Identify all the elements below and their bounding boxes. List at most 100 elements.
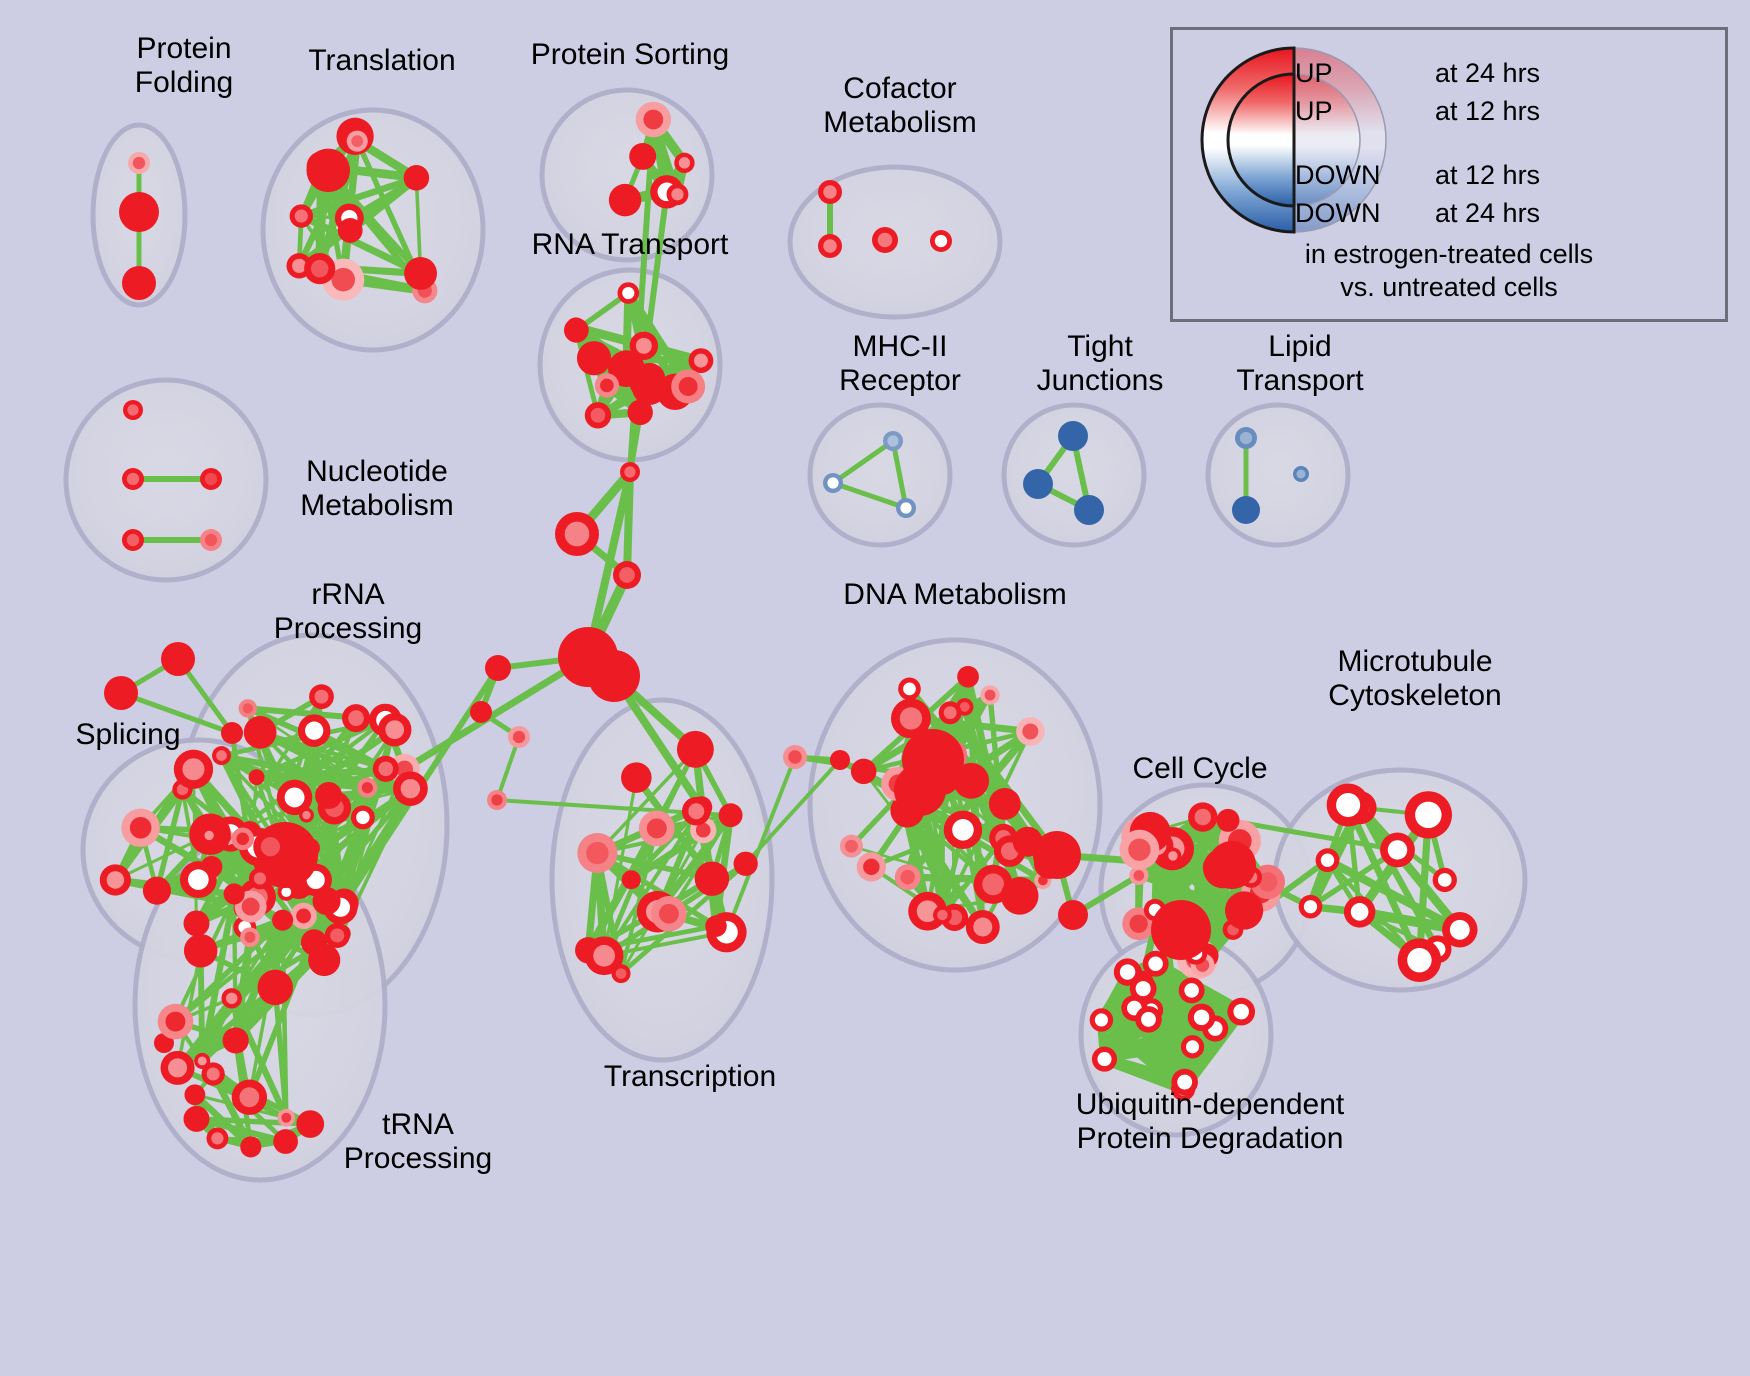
gene-set-node-157 (938, 701, 962, 725)
gene-set-node-101 (253, 829, 288, 864)
gene-set-node-52 (200, 468, 222, 490)
overlap-edge (272, 987, 289, 1118)
gene-set-node-116 (222, 1027, 249, 1054)
gene-set-node-235 (1187, 1003, 1216, 1032)
overlap-edge (862, 770, 984, 928)
gene-set-node-237 (555, 512, 599, 556)
overlap-edge (1153, 845, 1187, 1090)
gene-set-node-39 (671, 369, 706, 404)
gene-set-node-130 (184, 1084, 206, 1106)
legend-state-down-24: DOWN (1295, 198, 1381, 228)
gene-set-node-166 (988, 787, 1021, 820)
gene-set-node-115 (324, 922, 350, 949)
gene-set-node-138 (621, 762, 652, 793)
overlap-edge (198, 893, 238, 1062)
overlap-edge (120, 690, 233, 736)
overlap-edge (247, 919, 285, 1098)
legend-caption: in estrogen-treated cells vs. untreated … (1173, 238, 1725, 304)
gene-set-node-143 (611, 964, 631, 984)
legend-time-up-12: at 12 hrs (1435, 96, 1541, 126)
overlap-edge (175, 985, 278, 1071)
gene-set-node-72 (243, 715, 277, 749)
legend-time-down-12: at 12 hrs (1435, 160, 1541, 190)
gene-set-node-167 (965, 910, 1000, 945)
overlap-edge (1325, 856, 1462, 934)
gene-set-node-45 (1023, 469, 1053, 499)
gene-set-node-126 (273, 1129, 298, 1154)
gene-set-node-207 (1151, 900, 1211, 960)
gene-set-node-209 (1298, 894, 1323, 919)
gene-set-node-232 (1227, 997, 1256, 1026)
overlap-edge (744, 758, 842, 866)
gene-set-node-82 (309, 684, 334, 710)
gene-set-node-225 (1180, 1035, 1205, 1059)
gene-set-node-99 (183, 910, 210, 937)
gene-set-node-42 (823, 473, 843, 493)
gene-set-node-26 (627, 399, 653, 426)
gene-set-node-68 (393, 771, 428, 806)
gene-set-node-162 (943, 810, 983, 850)
gene-set-node-105 (142, 876, 171, 905)
gene-set-node-1 (119, 192, 159, 232)
gene-set-node-17 (674, 152, 695, 174)
overlap-edge (610, 673, 705, 810)
gene-set-node-179 (1016, 717, 1045, 746)
overlap-edge (890, 440, 909, 509)
gene-set-node-98 (99, 864, 131, 896)
gene-set-node-178 (953, 762, 990, 799)
gene-set-node-100 (248, 867, 271, 890)
gene-set-node-155 (894, 864, 921, 891)
gene-set-node-75 (357, 777, 378, 798)
gene-set-node-8 (289, 204, 313, 228)
gene-set-node-114 (160, 1050, 195, 1085)
legend-state-up-24: UP (1295, 58, 1333, 88)
gene-set-node-31 (688, 348, 714, 374)
gene-set-node-220 (1178, 977, 1205, 1004)
gene-set-node-213 (1432, 867, 1457, 893)
gene-set-node-240 (588, 650, 640, 702)
gene-set-node-247 (1033, 831, 1081, 879)
gene-set-node-66 (377, 712, 412, 747)
gene-set-node-30 (629, 331, 659, 361)
gene-set-node-206 (1208, 841, 1256, 889)
overlap-edge (584, 471, 634, 658)
overlap-edge (1227, 817, 1398, 853)
gene-set-node-96 (121, 808, 160, 848)
gene-set-node-40 (594, 373, 620, 398)
gene-set-node-97 (231, 827, 255, 851)
gene-set-node-81 (238, 699, 257, 718)
gene-set-node-149 (577, 833, 618, 874)
gene-set-node-5 (403, 165, 430, 191)
overlap-edge (175, 950, 203, 1069)
gene-set-node-177 (1000, 877, 1039, 915)
overlap-edge (193, 837, 246, 925)
gene-set-node-112 (221, 988, 242, 1009)
gene-set-node-218 (1326, 783, 1370, 827)
gene-set-node-159 (957, 665, 979, 688)
gene-set-node-107 (161, 642, 195, 676)
gene-set-node-215 (1343, 896, 1376, 928)
gene-set-node-163 (980, 685, 1000, 705)
gene-set-node-246 (830, 750, 850, 770)
gene-set-node-243 (508, 726, 530, 748)
gene-set-node-46 (1074, 495, 1104, 525)
gene-set-node-176 (856, 852, 886, 882)
gene-set-node-211 (1404, 791, 1452, 839)
gene-set-node-10 (337, 217, 363, 243)
gene-set-node-69 (350, 805, 375, 830)
gene-set-node-119 (183, 933, 218, 968)
gene-set-node-21 (608, 183, 642, 217)
gene-set-node-74 (297, 714, 331, 747)
gene-set-node-37 (563, 317, 589, 343)
gene-set-node-244 (487, 790, 507, 810)
gene-set-node-48 (1232, 496, 1260, 524)
gene-set-node-14 (346, 130, 368, 152)
gene-set-node-113 (312, 886, 341, 916)
gene-set-node-2 (122, 266, 156, 300)
gene-set-node-212 (1380, 832, 1415, 868)
gene-set-node-128 (206, 1127, 229, 1150)
gene-set-node-142 (621, 870, 641, 890)
gene-set-node-241 (485, 655, 511, 681)
gene-set-node-197 (1119, 829, 1160, 870)
gene-set-node-111 (157, 1003, 194, 1040)
